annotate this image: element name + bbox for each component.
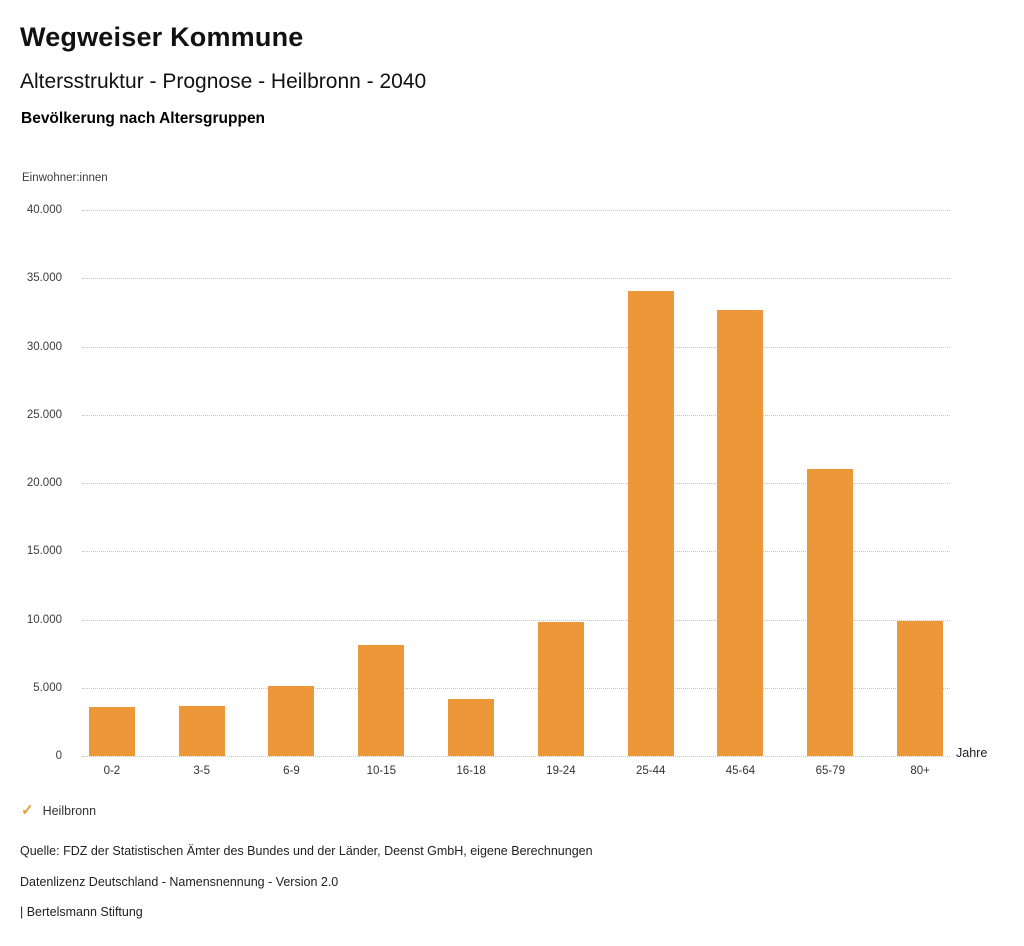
- legend-item-heilbronn[interactable]: ✓ Heilbronn: [21, 802, 96, 820]
- x-axis-tick-labels: 0-2 3-5 6-9 10-15 16-18 19-24 25-44 45-64 65-79 8…: [67, 765, 965, 777]
- gridline-5.000: [82, 687, 950, 689]
- x-tick-label-25-44: 25-44: [635, 765, 666, 777]
- x-tick-label-10-15: 10-15: [366, 765, 396, 777]
- check-icon: ✓: [21, 802, 34, 819]
- gridline-15.000: [82, 551, 950, 553]
- x-axis-title: Jahre: [956, 746, 988, 760]
- bar-series: [67, 210, 965, 756]
- x-tick-label-3-5: 3-5: [193, 765, 210, 777]
- y-tick-label-30.000: 30.000: [26, 340, 62, 353]
- page-subtitle: Altersstruktur - Prognose - Heilbronn - …: [20, 70, 427, 93]
- chart-title: Bevölkerung nach Altersgruppen: [21, 110, 266, 127]
- bar-slot-45-64: [696, 210, 786, 756]
- y-tick-label-40.000: 40.000: [26, 204, 62, 216]
- bar-slot-65-79: [785, 210, 875, 756]
- y-tick-label-25.000: 25.000: [26, 408, 62, 421]
- y-tick-label-0: 0: [55, 750, 62, 762]
- gridline-25.000: [82, 414, 950, 416]
- bar-65-79[interactable]: [807, 469, 854, 756]
- gridline-40.000: [82, 210, 950, 211]
- gridline-10.000: [82, 619, 950, 621]
- y-tick-label-15.000: 15.000: [26, 545, 62, 558]
- bar-10-15[interactable]: [358, 645, 405, 756]
- bar-slot-10-15: [336, 210, 426, 756]
- bar-19-24[interactable]: [537, 622, 584, 756]
- x-tick-label-65-79: 65-79: [815, 765, 845, 777]
- gridline-20.000: [82, 483, 950, 484]
- bar-16-18[interactable]: [448, 698, 495, 756]
- bar-6-9[interactable]: [268, 686, 315, 756]
- bar-45-64[interactable]: [717, 309, 764, 756]
- y-axis-tick-labels: 0 5.000 10.000 15.000 20.000 25.000 30.000 35.0…: [0, 204, 62, 762]
- x-tick-label-6-9: 6-9: [283, 765, 300, 777]
- gridline-30.000: [82, 346, 950, 348]
- plot-area: [82, 210, 950, 757]
- y-tick-label-20.000: 20.000: [26, 477, 62, 489]
- y-tick-label-5.000: 5.000: [33, 681, 62, 694]
- footer-attribution: | Bertelsmann Stiftung: [20, 905, 143, 919]
- bar-slot-3-5: [157, 210, 247, 756]
- legend-label: Heilbronn: [42, 804, 97, 818]
- bar-80+[interactable]: [897, 620, 944, 756]
- footer-license: Datenlizenz Deutschland - Namensnennung …: [20, 875, 339, 889]
- bar-slot-6-9: [247, 210, 337, 756]
- x-tick-label-80+: 80+: [910, 765, 930, 777]
- bar-slot-19-24: [516, 210, 606, 756]
- x-tick-label-16-18: 16-18: [456, 765, 486, 777]
- header: Wegweiser Kommune Altersstruktur - Progn…: [20, 22, 426, 128]
- bar-3-5[interactable]: [178, 706, 225, 756]
- bar-25-44[interactable]: [627, 291, 674, 756]
- y-tick-label-10.000: 10.000: [26, 613, 62, 626]
- bar-slot-16-18: [426, 210, 516, 756]
- bar-0-2[interactable]: [88, 706, 135, 756]
- gridline-35.000: [82, 278, 950, 280]
- y-axis-title: Einwohner:innen: [22, 172, 108, 184]
- y-tick-label-35.000: 35.000: [26, 272, 62, 285]
- gridline-0: [82, 756, 950, 757]
- x-tick-label-19-24: 19-24: [546, 765, 576, 777]
- page-title: Wegweiser Kommune: [20, 22, 304, 52]
- x-tick-label-45-64: 45-64: [725, 765, 756, 777]
- footer-source: Quelle: FDZ der Statistischen Ämter des …: [20, 844, 593, 858]
- bar-slot-25-44: [606, 210, 696, 756]
- bar-slot-0-2: [67, 210, 157, 756]
- bar-slot-80+: [875, 210, 965, 756]
- x-tick-label-0-2: 0-2: [103, 765, 121, 777]
